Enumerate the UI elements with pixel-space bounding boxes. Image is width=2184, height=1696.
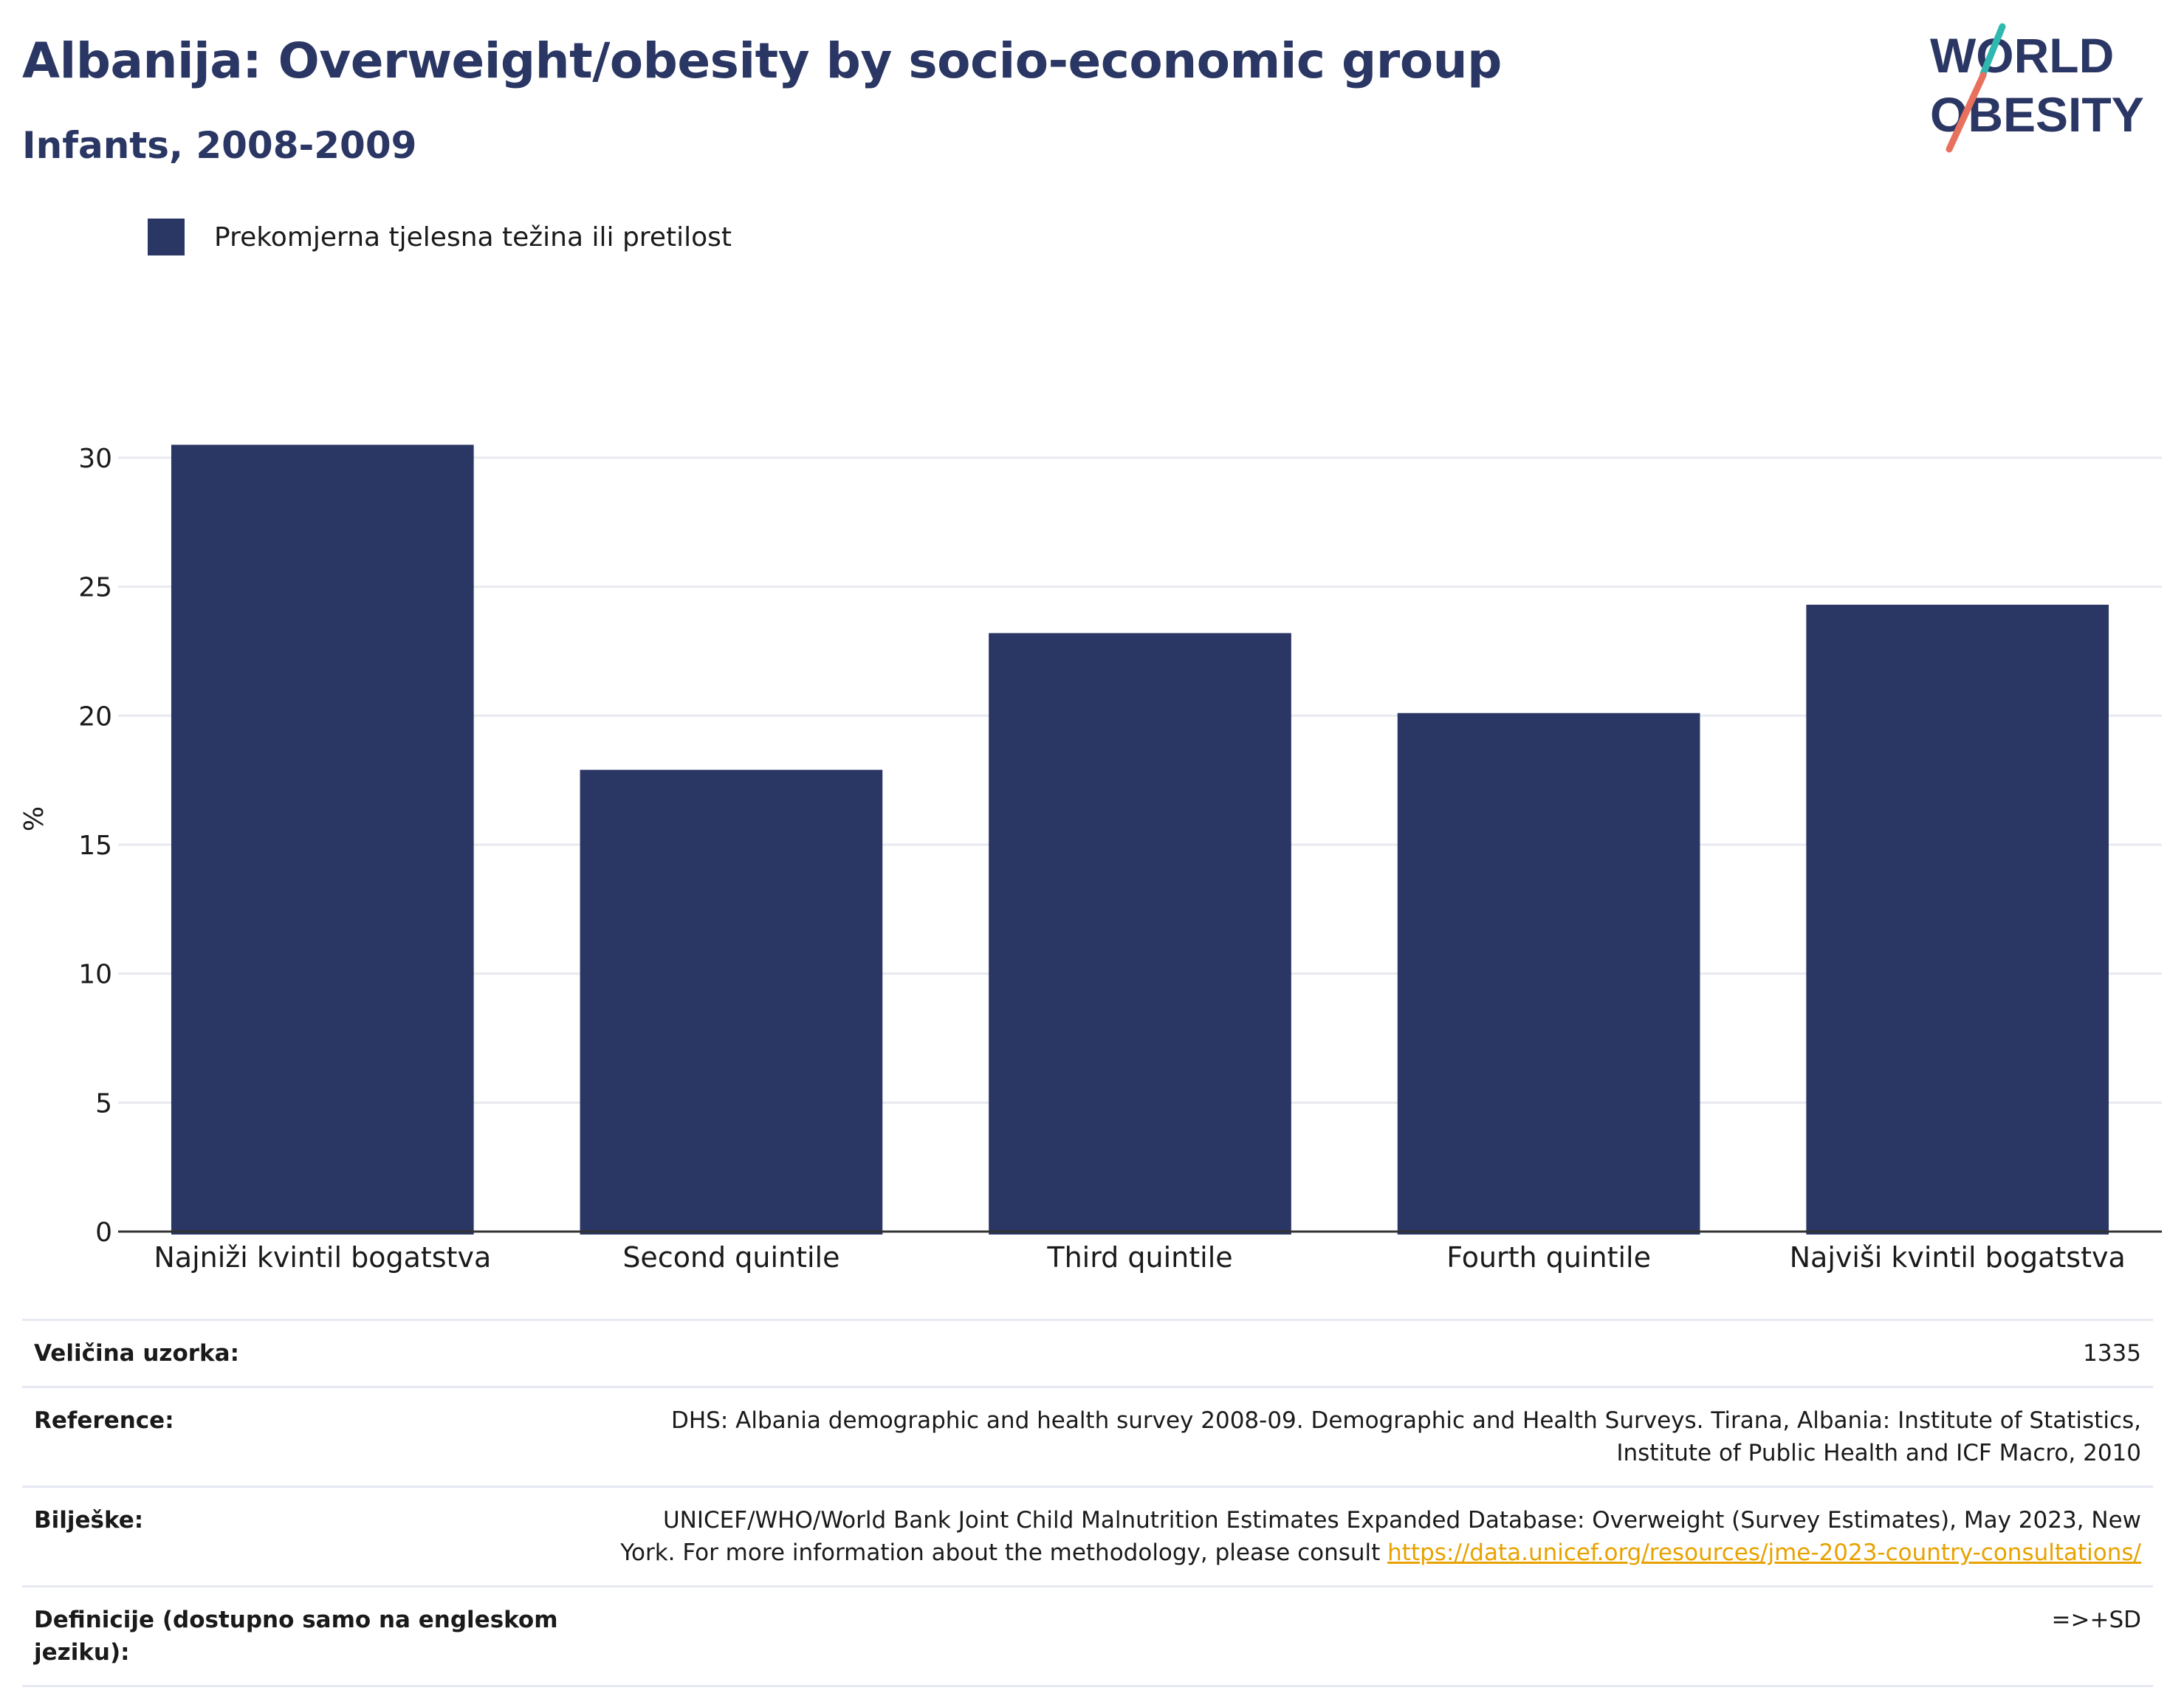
meta-row-notes: Bilješke: UNICEF/WHO/World Bank Joint Ch… bbox=[22, 1486, 2153, 1585]
x-category-label: Third quintile bbox=[1046, 1241, 1232, 1274]
meta-val-definitions: =>+SD bbox=[2051, 1607, 2141, 1633]
meta-row-reference: Reference: DHS: Albania demographic and … bbox=[22, 1386, 2153, 1486]
y-tick-label: 5 bbox=[95, 1088, 112, 1119]
legend: Prekomjerna tjelesna težina ili pretilos… bbox=[148, 219, 732, 255]
x-category-label: Najviši kvintil bogatstva bbox=[1790, 1241, 2126, 1274]
y-tick-label: 25 bbox=[78, 573, 112, 603]
logo-line1: WORLD bbox=[1930, 28, 2114, 83]
chart-title: Albanija: Overweight/obesity by socio-ec… bbox=[22, 32, 1502, 89]
legend-swatch bbox=[148, 219, 185, 255]
bar[interactable] bbox=[1806, 605, 2109, 1235]
world-obesity-logo: WORLD OBESITY bbox=[1930, 23, 2144, 153]
meta-row-definitions: Definicije (dostupno samo na engleskom j… bbox=[22, 1585, 2153, 1687]
meta-key-definitions: Definicije (dostupno samo na engleskom j… bbox=[34, 1607, 558, 1666]
meta-val-notes: UNICEF/WHO/World Bank Joint Child Malnut… bbox=[605, 1504, 2141, 1569]
bar[interactable] bbox=[171, 444, 474, 1235]
bar-chart: 0 5 10 15 20 25 30 Najniži kvintil bogatstva Sec… bbox=[19, 444, 2162, 1274]
x-category-label: Fourth quintile bbox=[1446, 1241, 1651, 1274]
metadata-table: Veličina uzorka: 1335 Reference: DHS: Al… bbox=[22, 1319, 2153, 1687]
y-tick-label: 15 bbox=[78, 831, 112, 861]
y-tick-label: 30 bbox=[78, 444, 112, 474]
meta-key-sample-size: Veličina uzorka: bbox=[34, 1340, 239, 1367]
y-tick-label: 0 bbox=[95, 1218, 112, 1248]
chart-subtitle: Infants, 2008-2009 bbox=[22, 124, 417, 167]
x-category-label: Najniži kvintil bogatstva bbox=[154, 1241, 491, 1274]
meta-key-notes: Bilješke: bbox=[34, 1507, 144, 1534]
bar[interactable] bbox=[580, 769, 883, 1235]
meta-val-notes-text: UNICEF/WHO/World Bank Joint Child Malnut… bbox=[620, 1507, 2141, 1566]
meta-key-reference: Reference: bbox=[34, 1407, 174, 1434]
y-tick-label: 20 bbox=[78, 701, 112, 732]
legend-label: Prekomjerna tjelesna težina ili pretilos… bbox=[214, 222, 732, 253]
methodology-link[interactable]: https://data.unicef.org/resources/jme-20… bbox=[1387, 1539, 2141, 1566]
x-category-label: Second quintile bbox=[622, 1241, 839, 1274]
bar[interactable] bbox=[989, 633, 1291, 1235]
bar[interactable] bbox=[1397, 713, 1700, 1235]
meta-row-sample-size: Veličina uzorka: 1335 bbox=[22, 1319, 2153, 1386]
meta-val-reference: DHS: Albania demographic and health surv… bbox=[671, 1407, 2141, 1466]
y-tick-label: 10 bbox=[78, 960, 112, 990]
meta-val-sample-size: 1335 bbox=[2083, 1340, 2141, 1367]
y-axis-title: % bbox=[19, 806, 49, 831]
